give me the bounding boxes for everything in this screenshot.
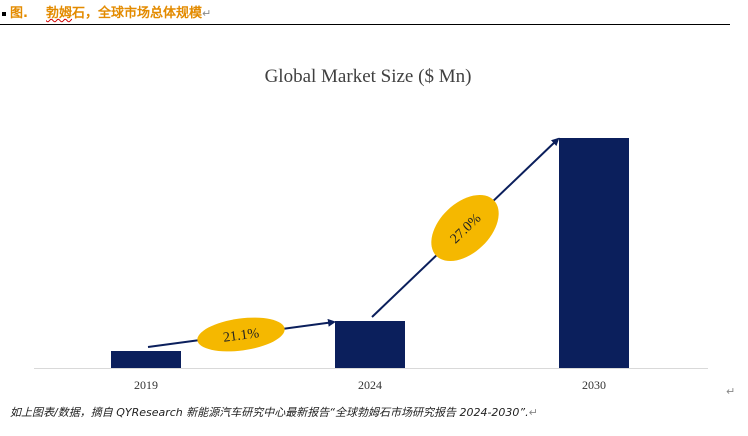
labels-layer: 2019 2024 2030 21.1% 27.0%: [134, 194, 606, 392]
market-size-chart: Global Market Size ($ Mn) 2019 2024 2030 21…: [34, 66, 708, 392]
bar-2019: [111, 351, 181, 368]
source-caption: 如上图表/数据，摘自 QYResearch 新能源汽车研究中心最新报告“全球勃姆…: [10, 404, 538, 420]
x-tick-label: 2024: [358, 378, 382, 392]
figure-heading: 图. 勃姆石，全球市场总体规模↵: [0, 4, 730, 25]
x-tick-label: 2019: [134, 378, 158, 392]
arrows-layer: [147, 137, 560, 348]
paragraph-mark-icon: ↵: [726, 385, 736, 398]
cagr-label: 21.1%: [222, 326, 260, 346]
cagr-badge: 27.0%: [431, 194, 499, 262]
chart-title: Global Market Size ($ Mn): [265, 66, 472, 87]
bullet-icon: [2, 12, 6, 16]
x-tick-label: 2030: [582, 378, 606, 392]
bars-layer: [111, 138, 629, 368]
paragraph-mark-icon: ↵: [202, 7, 212, 20]
source-caption-text: 如上图表/数据，摘自 QYResearch 新能源汽车研究中心最新报告“全球勃姆…: [10, 406, 529, 419]
spellcheck-underlined-text: 勃姆: [46, 6, 73, 21]
cagr-ellipse: [197, 317, 285, 352]
figure-title-rest: 石，全球市场总体规模: [72, 6, 203, 21]
bar-2030: [559, 138, 629, 368]
figure-label: 图.: [10, 6, 28, 21]
paragraph-mark-icon: ↵: [528, 406, 538, 419]
bar-2024: [335, 321, 405, 368]
cagr-ellipse: [431, 194, 499, 262]
cagr-badge: 21.1%: [197, 317, 285, 352]
figure-title: 勃姆石，全球市场总体规模↵: [46, 4, 211, 24]
